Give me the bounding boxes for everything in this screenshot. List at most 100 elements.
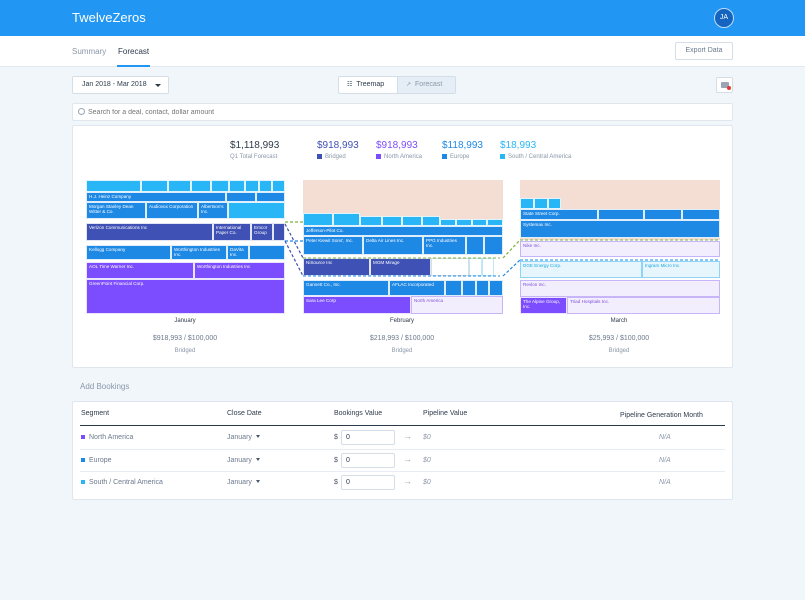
treemap-cell-projected[interactable]: Revlon Inc. xyxy=(520,280,720,297)
treemap-cell[interactable]: Verizon Communications Inc xyxy=(86,223,213,241)
treemap-cell[interactable] xyxy=(382,216,402,226)
treemap-cell[interactable] xyxy=(520,198,534,209)
treemap-cell[interactable] xyxy=(456,219,472,226)
treemap-cell[interactable]: MGM Mirage xyxy=(370,258,431,276)
treemap-cell[interactable]: AOL Time Warner Inc. xyxy=(86,262,194,279)
treemap-cell[interactable] xyxy=(472,219,487,226)
treemap-cell[interactable]: PPG Industries Inc. xyxy=(423,236,466,255)
close-date-dropdown[interactable]: January xyxy=(227,434,260,441)
close-date-dropdown[interactable]: January xyxy=(227,457,260,464)
month-status-january: Bridged xyxy=(174,348,196,354)
treemap-cell[interactable] xyxy=(229,180,245,192)
treemap-cell[interactable] xyxy=(484,236,503,255)
treemap-cell[interactable] xyxy=(273,223,285,241)
month-status-march: Bridged xyxy=(608,348,630,354)
treemap-cell[interactable] xyxy=(228,202,285,219)
treemap-cell[interactable] xyxy=(211,180,229,192)
search-input[interactable] xyxy=(88,105,688,119)
total-forecast-label: Q1 Total Forecast xyxy=(230,154,278,160)
treemap-cell[interactable] xyxy=(462,280,476,296)
treemap-cell[interactable]: The Alpine Group, Inc. xyxy=(520,297,567,314)
treemap-cell[interactable]: Kellogg Company xyxy=(86,245,171,260)
treemap-cell[interactable] xyxy=(86,180,141,192)
treemap-cell[interactable] xyxy=(466,236,484,255)
treemap-cell[interactable]: Morgan Stanley Dean Witter & Co. xyxy=(86,202,146,219)
treemap-cell[interactable]: Albertson's Inc. xyxy=(198,202,228,219)
treemap-cell[interactable]: Systemax Inc. xyxy=(520,220,720,238)
treemap-cell[interactable] xyxy=(168,180,191,192)
treemap-cell[interactable]: GreenPoint Financial Corp. xyxy=(86,279,285,314)
treemap-cell[interactable] xyxy=(548,198,561,209)
date-range-dropdown[interactable]: Jan 2018 - Mar 2018 xyxy=(72,76,169,94)
treemap-cell[interactable] xyxy=(402,216,422,226)
treemap-cell[interactable] xyxy=(682,209,720,220)
treemap-cell[interactable] xyxy=(245,180,259,192)
bookings-value-input[interactable] xyxy=(341,453,395,468)
treemap-cell[interactable]: State Street Corp. xyxy=(520,209,598,220)
treemap-cell[interactable] xyxy=(259,180,272,192)
treemap-cell-empty[interactable] xyxy=(482,258,494,276)
month-label-january: January xyxy=(174,318,196,324)
treemap-cell[interactable] xyxy=(333,213,360,226)
treemap-cell[interactable] xyxy=(440,219,456,226)
treemap-cell[interactable] xyxy=(256,192,285,202)
treemap-cell[interactable]: DaVita Inc. xyxy=(227,245,249,260)
treemap-cell[interactable]: Jefferson-Pilot Co. xyxy=(303,226,503,236)
segment-swatch xyxy=(81,458,85,462)
tab-summary[interactable]: Summary xyxy=(72,47,107,56)
app-logo[interactable]: TwelveZeros xyxy=(72,10,146,25)
treemap-cell[interactable]: Gannett Co., Inc. xyxy=(303,280,389,296)
date-range-label: Jan 2018 - Mar 2018 xyxy=(82,81,147,88)
treemap-cell[interactable]: Worthington Industries Inc. xyxy=(171,245,227,260)
south-central-america-value: $18,993 xyxy=(500,140,537,151)
treemap-cell[interactable] xyxy=(598,209,644,220)
treemap-cell[interactable] xyxy=(644,209,682,220)
close-date-dropdown[interactable]: January xyxy=(227,479,260,486)
notification-button[interactable] xyxy=(716,77,733,93)
treemap-cell[interactable] xyxy=(476,280,489,296)
treemap-cell[interactable]: Emcor Group xyxy=(251,223,273,241)
treemap-cell[interactable]: H.J. Heinz Company xyxy=(86,192,226,202)
treemap-cell-empty[interactable] xyxy=(469,258,482,276)
bookings-value-input[interactable] xyxy=(341,430,395,445)
treemap-cell[interactable]: International Paper Co. xyxy=(213,223,251,241)
bookings-value-input[interactable] xyxy=(341,475,395,490)
forecast-view-button[interactable]: ↗ Forecast xyxy=(397,77,455,93)
treemap-cell[interactable]: Delta Air Lines Inc. xyxy=(363,236,423,255)
treemap-cell[interactable] xyxy=(445,280,462,296)
treemap-cell[interactable]: Worthington Industries Inc xyxy=(194,262,285,279)
treemap-cell[interactable] xyxy=(422,216,440,226)
row-divider xyxy=(80,471,725,472)
treemap-cell[interactable] xyxy=(487,219,503,226)
treemap-cell[interactable]: AFLAC Incorporated xyxy=(389,280,445,296)
treemap-cell[interactable] xyxy=(272,180,285,192)
south-central-america-total: $18,993 South / Central America xyxy=(500,140,571,160)
chevron-down-icon xyxy=(155,84,161,87)
treemap-cell[interactable]: Audiovox Corporation xyxy=(146,202,198,219)
treemap-cell[interactable] xyxy=(249,245,285,260)
treemap-cell[interactable] xyxy=(534,198,548,209)
treemap-cell-projected[interactable]: Triad Hospitals Inc. xyxy=(567,297,720,314)
treemap-cell[interactable]: Peter Kiewit Sons', Inc. xyxy=(303,236,363,255)
month-status-february: Bridged xyxy=(391,348,413,354)
treemap-cell-projected[interactable]: North America xyxy=(411,296,503,314)
user-avatar[interactable]: JA xyxy=(714,8,734,28)
tab-forecast[interactable]: Forecast xyxy=(118,47,150,56)
treemap-cell[interactable] xyxy=(226,192,256,202)
treemap-cell[interactable] xyxy=(360,216,382,226)
treemap-cell-projected[interactable]: Ingram Micro Inc. xyxy=(642,261,720,278)
treemap-cell[interactable] xyxy=(191,180,211,192)
treemap-view-button[interactable]: ☷ Treemap xyxy=(339,77,397,93)
search-bar xyxy=(72,103,733,121)
treemap-cell-empty[interactable] xyxy=(431,258,469,276)
currency-symbol: $ xyxy=(334,457,338,464)
export-data-button[interactable]: Export Data xyxy=(675,42,733,60)
treemap-cell-projected[interactable]: DGE Energy Corp. xyxy=(520,261,642,278)
treemap-cell[interactable] xyxy=(489,280,503,296)
pipeline-month: N/A xyxy=(659,434,671,441)
treemap-cell[interactable] xyxy=(303,213,333,226)
treemap-cell[interactable] xyxy=(141,180,168,192)
treemap-cell[interactable]: Sara Lee Corp xyxy=(303,296,411,314)
treemap-cell-projected[interactable]: Nike Inc. xyxy=(520,241,720,257)
treemap-cell[interactable]: NiSource Inc xyxy=(303,258,370,276)
